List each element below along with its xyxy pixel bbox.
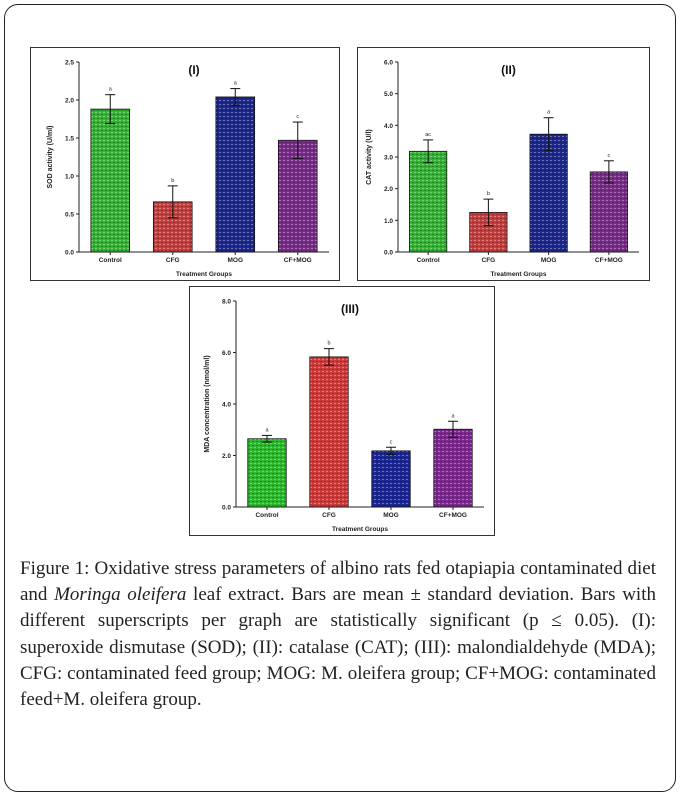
x-axis-label: Treatment Groups (491, 271, 547, 278)
x-tick-label: MOG (541, 257, 557, 264)
x-axis-label: Treatment Groups (176, 271, 232, 278)
superscript-label: c (608, 153, 611, 159)
chart-mda-panel: 0.0 2.0 4.0 6.0 8.0 (III) MDA concentration (n… (189, 286, 495, 536)
y-tick-label: 4.0 (384, 123, 393, 130)
bar (529, 133, 568, 253)
y-axis-label: MDA concentration (nmol/ml) (204, 355, 211, 452)
bar (433, 428, 473, 508)
y-tick-label: 2.0 (65, 98, 74, 105)
x-tick-label: CFG (166, 257, 180, 264)
y-tick-label: 2.5 (65, 60, 74, 67)
x-tick-label: Control (417, 257, 440, 264)
caption-text-2: leaf extract. Bars are mean ± standard d… (20, 584, 656, 711)
superscript-label: a (265, 427, 269, 433)
x-tick-label: MOG (227, 257, 243, 264)
y-tick-label: 1.5 (65, 136, 74, 143)
x-tick-label: Control (255, 512, 278, 519)
chart-sod-panel: 0.0 0.5 1.0 1.5 2.0 2.5 (I) SOD activity (U/ml)… (30, 47, 340, 281)
y-tick-label: 2.0 (384, 186, 393, 193)
bar (589, 171, 628, 253)
x-tick-label: CFG (482, 257, 496, 264)
y-tick-label: 0.5 (65, 212, 74, 219)
superscript-label: ac (425, 132, 431, 138)
x-axis-label: Treatment Groups (332, 526, 388, 533)
y-tick-label: 1.0 (65, 174, 74, 181)
x-tick-label: Control (99, 257, 122, 264)
caption-species-italic: Moringa oleifera (54, 584, 187, 606)
chart-svg: 0.0 0.5 1.0 1.5 2.0 2.5 (I) SOD activity (U/ml)… (47, 60, 329, 278)
superscript-label: b (171, 178, 174, 184)
x-tick-label: CF+MOG (439, 512, 467, 519)
chart-cat-panel: 0.0 1.0 2.0 3.0 4.0 5.0 6.0 (II) CAT activity (U… (357, 47, 650, 281)
y-tick-label: 0.0 (384, 250, 393, 257)
y-tick-label: 0.0 (222, 505, 231, 512)
y-tick-label: 4.0 (222, 402, 231, 409)
figure-caption: Figure 1: Oxidative stress parameters of… (20, 556, 656, 713)
y-tick-label: 6.0 (222, 350, 231, 357)
superscript-label: c (390, 439, 393, 445)
superscript-label: a (547, 110, 551, 116)
y-axis-label: SOD activity (U/ml) (47, 125, 54, 188)
x-tick-label: MOG (383, 512, 399, 519)
bar (309, 356, 349, 508)
chart-svg: 0.0 1.0 2.0 3.0 4.0 5.0 6.0 (II) CAT activity (U… (366, 60, 639, 278)
y-tick-label: 8.0 (222, 299, 231, 306)
superscript-label: a (234, 81, 238, 87)
bar (90, 108, 131, 253)
bar (371, 450, 411, 508)
y-tick-label: 3.0 (384, 155, 393, 162)
superscript-label: b (327, 341, 330, 347)
y-axis-label: CAT activity (U/l) (366, 129, 373, 185)
bar (409, 150, 448, 253)
chart-svg: 0.0 2.0 4.0 6.0 8.0 (III) MDA concentration (n… (204, 299, 484, 533)
caption-text-1: Figure 1: Oxidative stress parameters of… (20, 558, 656, 606)
chart-title: (II) (501, 63, 516, 77)
y-tick-label: 5.0 (384, 91, 393, 98)
x-tick-label: CF+MOG (284, 257, 312, 264)
superscript-label: a (109, 87, 113, 93)
superscript-label: b (487, 191, 490, 197)
bar (215, 96, 256, 253)
superscript-label: c (296, 114, 299, 120)
x-tick-label: CF+MOG (595, 257, 623, 264)
y-tick-label: 0.0 (65, 250, 74, 257)
y-tick-label: 2.0 (222, 453, 231, 460)
y-tick-label: 1.0 (384, 218, 393, 225)
x-tick-label: CFG (322, 512, 336, 519)
bar (247, 438, 287, 508)
y-tick-label: 6.0 (384, 60, 393, 67)
chart-title: (III) (341, 302, 359, 316)
chart-title: (I) (188, 63, 199, 77)
superscript-label: a (451, 413, 455, 419)
